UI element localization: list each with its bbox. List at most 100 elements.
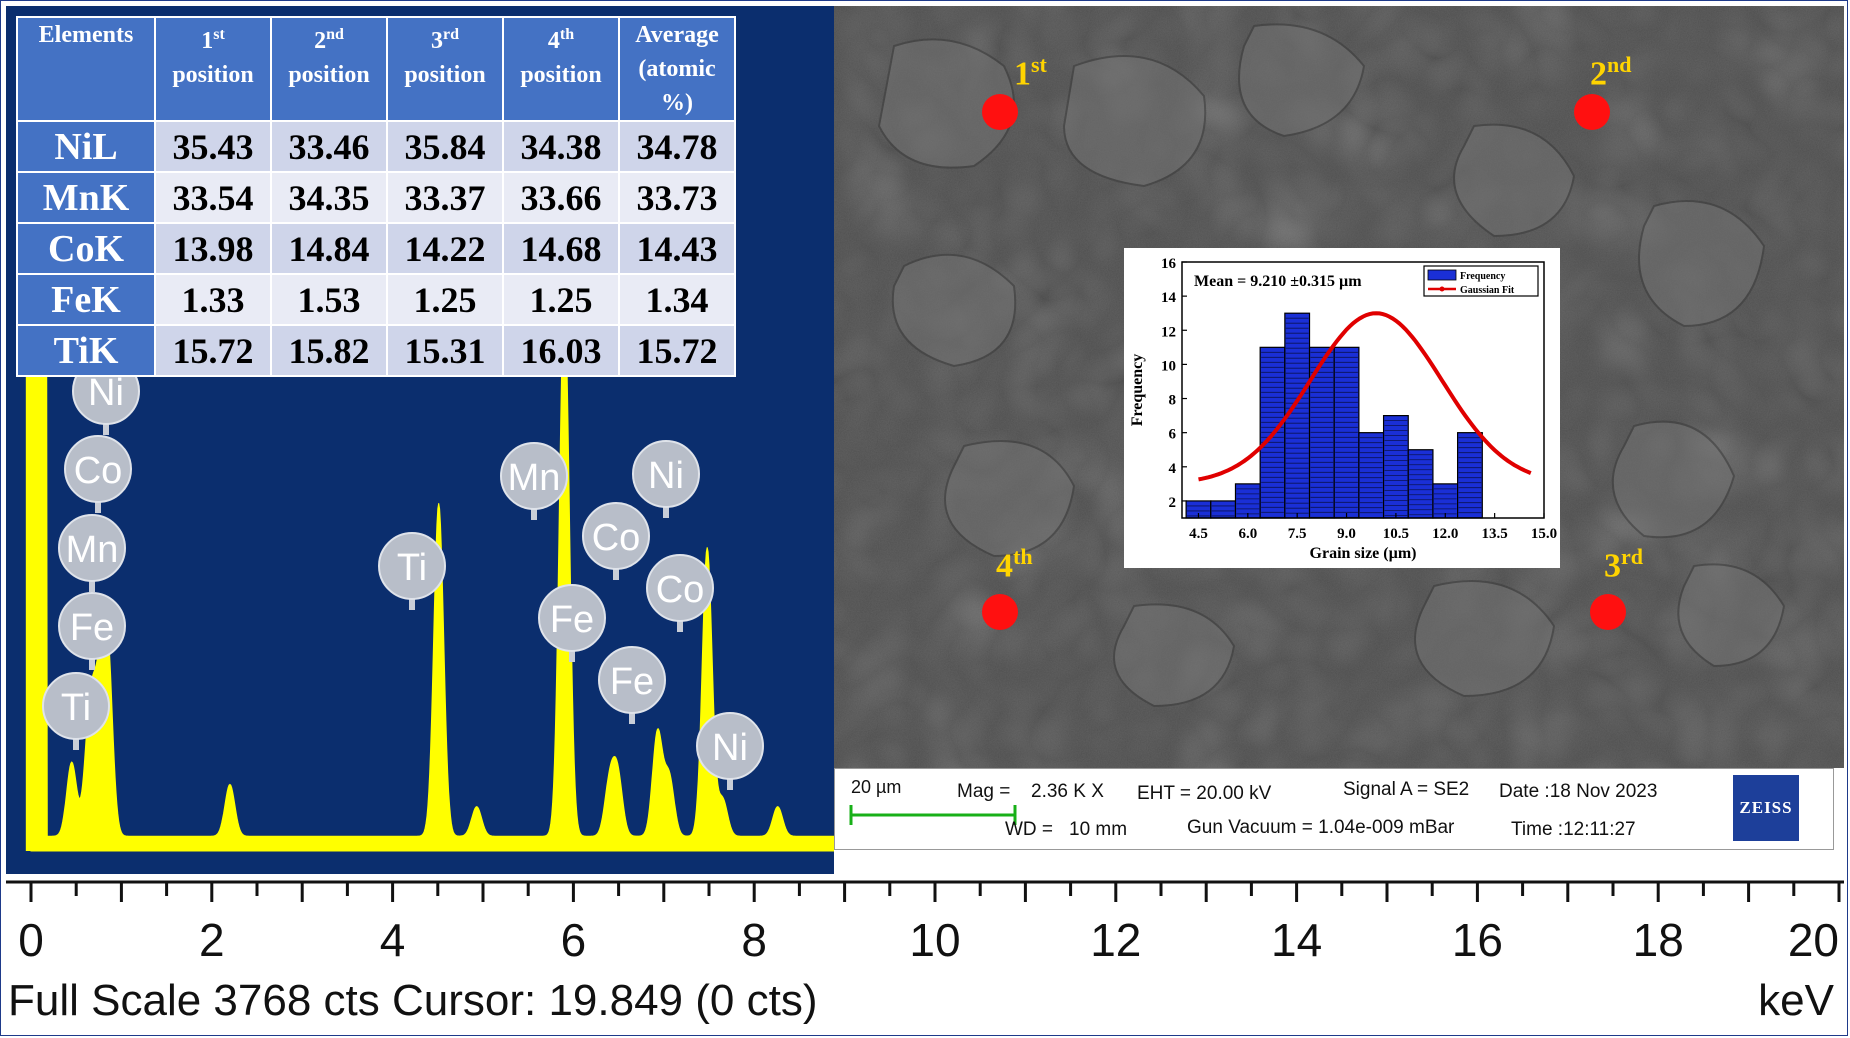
wd-label: WD = xyxy=(1005,819,1054,840)
grain-size-histogram: 2 4 6 8 10 12 14 16 4.5 6.0 7.5 9.0 10.5 12.0 13.5 15.0… xyxy=(1124,248,1560,568)
table-row: CoK 13.98 14.84 14.22 14.68 14.43 xyxy=(16,222,736,275)
badge-circle xyxy=(58,592,126,660)
x-tick-label: 15.0 xyxy=(1531,526,1557,542)
wd-value: 10 mm xyxy=(1069,819,1128,840)
position-1-marker xyxy=(982,94,1018,130)
table-row: FeK 1.33 1.53 1.25 1.25 1.34 xyxy=(16,273,736,326)
badge-circle xyxy=(378,532,446,600)
signal-value: Signal A = SE2 xyxy=(1343,779,1470,800)
scale-bar xyxy=(849,805,1017,825)
position-3-marker xyxy=(1590,594,1626,630)
y-axis-label: Frequency xyxy=(1129,354,1146,427)
eht-value: EHT = 20.00 kV xyxy=(1137,783,1272,804)
header-text: position xyxy=(520,62,602,88)
badge-circle xyxy=(58,514,126,582)
table-cell: 34.38 xyxy=(502,120,620,173)
axis-tick-label: 16 xyxy=(1452,914,1503,966)
header-text: Elements xyxy=(38,22,134,48)
element-badge: Fe xyxy=(598,646,666,724)
histogram-plot: 2 4 6 8 10 12 14 16 4.5 6.0 7.5 9.0 10.5 12.0 13.5 15.0… xyxy=(1129,256,1557,562)
y-tick-label: 12 xyxy=(1161,324,1176,340)
element-badge: Co xyxy=(582,502,650,580)
histogram-bar xyxy=(1358,432,1385,519)
element-badge: Ti xyxy=(42,672,110,750)
mag-value: 2.36 K X xyxy=(1031,781,1104,802)
table-cell: 33.54 xyxy=(154,171,272,224)
table-cell: 15.31 xyxy=(386,324,504,377)
badge-label: Ti xyxy=(397,547,427,589)
table-cell: 34.78 xyxy=(618,120,736,173)
header-sup: st xyxy=(213,26,225,43)
header-text: 2 xyxy=(314,28,327,54)
table-cell: 33.37 xyxy=(386,171,504,224)
axis-tick-label: 0 xyxy=(18,914,44,966)
position-4-marker xyxy=(982,594,1018,630)
table-cell: 1.25 xyxy=(502,273,620,326)
y-tick-label: 16 xyxy=(1161,256,1177,272)
header-sup: nd xyxy=(326,26,344,43)
table-cell: 1.33 xyxy=(154,273,272,326)
table-cell: 15.72 xyxy=(618,324,736,377)
axis-tick-label: 2 xyxy=(199,914,225,966)
badge-circle xyxy=(696,712,764,780)
header-text: position xyxy=(404,62,486,88)
position-2-label: 2nd xyxy=(1590,52,1631,93)
table-cell: 16.03 xyxy=(502,324,620,377)
badge-circle xyxy=(42,672,110,740)
table-cell: 14.22 xyxy=(386,222,504,275)
gun-vacuum-value: Gun Vacuum = 1.04e-009 mBar xyxy=(1187,817,1455,838)
header-position-2: 2nd position xyxy=(270,16,388,122)
energy-axis: 0 2 4 6 8 10 12 14 16 18 20 xyxy=(6,880,1844,966)
axis-tick-label: 12 xyxy=(1090,914,1141,966)
header-text: 3 xyxy=(431,28,443,54)
badge-label: Mn xyxy=(508,457,561,499)
position-4-label: 4th xyxy=(996,544,1033,585)
sem-info-bar: 20 µm Mag = 2.36 K X EHT = 20.00 kV Sign… xyxy=(834,768,1834,850)
badge-label: Co xyxy=(656,569,705,611)
zeiss-logo: ZEISS xyxy=(1733,775,1799,841)
table-cell: 14.68 xyxy=(502,222,620,275)
sem-image-panel: 1st 2nd 3rd 4th 2 4 6 8 10 12 14 16 4.5 6.0 7.5 9.0… xyxy=(834,6,1844,874)
table-cell: 14.43 xyxy=(618,222,736,275)
axis-tick-label: 14 xyxy=(1271,914,1322,966)
element-badge: Fe xyxy=(58,592,126,670)
header-elements: Elements xyxy=(16,16,156,122)
badge-circle xyxy=(64,435,132,503)
position-number: 2 xyxy=(1590,55,1607,93)
element-badge: Ti xyxy=(378,532,446,610)
badge-circle xyxy=(646,554,714,622)
histogram-legend: Frequency Gaussian Fit xyxy=(1423,265,1539,297)
position-number: 4 xyxy=(996,547,1013,585)
y-tick-label: 2 xyxy=(1169,495,1177,511)
x-tick-label: 4.5 xyxy=(1189,526,1208,542)
header-text: Average xyxy=(635,22,719,48)
x-axis-label: Grain size (µm) xyxy=(1310,545,1417,562)
table-cell: 35.84 xyxy=(386,120,504,173)
table-cell: 15.82 xyxy=(270,324,388,377)
element-badge: Ni xyxy=(696,712,764,790)
time-value: Time :12:11:27 xyxy=(1511,819,1636,840)
position-2-marker xyxy=(1574,94,1610,130)
badge-circle xyxy=(538,584,606,652)
x-tick-label: 10.5 xyxy=(1383,526,1409,542)
legend-marker-gaussian xyxy=(1439,286,1445,292)
table-cell: 1.25 xyxy=(386,273,504,326)
table-row: MnK 33.54 34.35 33.37 33.66 33.73 xyxy=(16,171,736,224)
header-text: 4 xyxy=(547,28,560,54)
gaussian-fit-curve xyxy=(1198,311,1532,482)
energy-unit-label: keV xyxy=(1758,976,1834,1025)
histogram-title: Mean = 9.210 ±0.315 µm xyxy=(1194,273,1362,290)
y-tick-label: 6 xyxy=(1169,427,1177,443)
table-cell: 33.66 xyxy=(502,171,620,224)
position-1-label: 1st xyxy=(1014,52,1047,93)
element-badge: Co xyxy=(64,435,132,513)
badge-circle xyxy=(598,646,666,714)
spectrum-trace xyxy=(30,110,834,852)
row-element: FeK xyxy=(16,273,156,326)
axis-tick-label: 4 xyxy=(380,914,406,966)
axis-tick-label: 10 xyxy=(909,914,960,966)
legend-swatch-frequency xyxy=(1427,269,1457,281)
x-tick-label: 13.5 xyxy=(1482,526,1508,542)
eds-spectrum-panel: Ni Co Mn Fe Ti Ti Mn Ni Co Fe Co Fe Ni Elements 1st p… xyxy=(6,6,834,874)
